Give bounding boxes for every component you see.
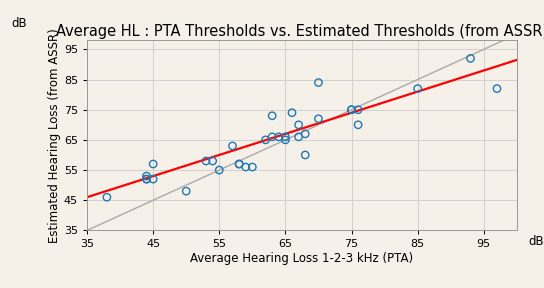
Point xyxy=(149,177,158,181)
Y-axis label: Estimated Hearing Loss (from ASSR): Estimated Hearing Loss (from ASSR) xyxy=(48,28,61,243)
Point xyxy=(274,134,283,139)
Point xyxy=(347,107,356,112)
Point xyxy=(261,138,270,142)
Point xyxy=(268,113,276,118)
Point xyxy=(294,134,303,139)
X-axis label: Average Hearing Loss 1-2-3 kHz (PTA): Average Hearing Loss 1-2-3 kHz (PTA) xyxy=(190,252,413,265)
Point xyxy=(493,86,502,91)
Point xyxy=(466,56,475,61)
Text: dB: dB xyxy=(528,235,543,248)
Point xyxy=(142,174,151,178)
Point xyxy=(413,86,422,91)
Point xyxy=(102,195,111,200)
Point xyxy=(314,116,323,121)
Point xyxy=(235,162,244,166)
Text: dB: dB xyxy=(11,17,27,30)
Point xyxy=(228,144,237,148)
Point xyxy=(208,159,217,163)
Point xyxy=(354,107,362,112)
Point xyxy=(142,177,151,181)
Point xyxy=(142,177,151,181)
Title: Average HL : PTA Thresholds vs. Estimated Thresholds (from ASSR): Average HL : PTA Thresholds vs. Estimate… xyxy=(56,24,544,39)
Point xyxy=(281,134,290,139)
Point xyxy=(314,80,323,85)
Point xyxy=(294,122,303,127)
Point xyxy=(242,165,250,169)
Point xyxy=(235,162,244,166)
Point xyxy=(301,153,310,157)
Point xyxy=(347,107,356,112)
Point xyxy=(149,162,158,166)
Point xyxy=(182,189,190,194)
Point xyxy=(215,168,224,172)
Point xyxy=(202,159,211,163)
Point xyxy=(354,122,362,127)
Point xyxy=(281,138,290,142)
Point xyxy=(301,132,310,136)
Point xyxy=(288,110,296,115)
Point xyxy=(248,165,257,169)
Point xyxy=(268,134,276,139)
